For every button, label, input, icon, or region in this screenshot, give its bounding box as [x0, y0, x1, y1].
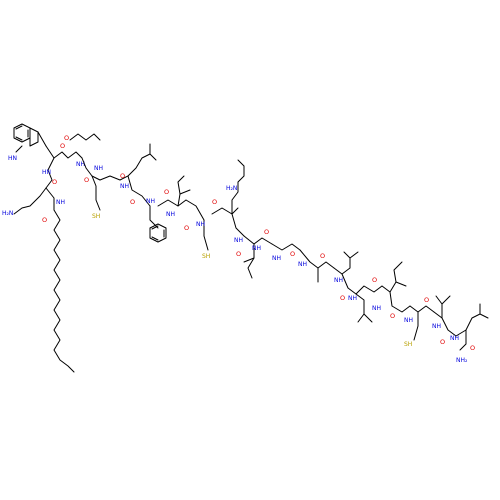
amide-nh-label: NH [166, 211, 175, 218]
oxygen-label: O [52, 178, 57, 186]
amide-nh-label: NH [372, 305, 381, 312]
backbone-segment-4 [157, 175, 209, 251]
oxygen-label: O [424, 296, 429, 304]
amide-nh-label: NH [234, 237, 243, 244]
amide-hn-label: HN [42, 169, 51, 176]
lysine-amine-label: H₂N [226, 185, 237, 192]
amide-nh-label: NH [432, 323, 441, 330]
backbone-segment-7 [299, 249, 335, 283]
oxygen-label: O [130, 198, 135, 206]
oxygen-label: O [120, 172, 125, 180]
amide-nh-label: NH [196, 221, 205, 228]
oxygen-label: O [440, 338, 445, 346]
oxygen-label: O [236, 250, 241, 258]
oxygen-label: O [60, 142, 65, 150]
oxygen-label: O [340, 294, 345, 302]
amide-nh-label: NH [334, 277, 343, 284]
backbone-segment-9 [355, 285, 383, 323]
oxygen-label: O [42, 216, 47, 224]
oxygen-label: O [290, 250, 295, 258]
indole-nh-label: HN [8, 155, 17, 162]
lysine-amine-label: H₂N [2, 210, 13, 217]
backbone-segment-6 [271, 243, 301, 251]
backbone-segment-10 [381, 261, 411, 313]
oxygen-label: O [212, 198, 217, 206]
lysine-side-chain [211, 159, 245, 237]
fatty-acid-chain [53, 209, 75, 373]
oxygen-label: O [84, 176, 89, 184]
oxygen-label: O [164, 188, 169, 196]
terminal-amide-label: NH₂ [456, 357, 468, 364]
oxygen-label: O [320, 252, 325, 260]
backbone-segment-1 [13, 145, 83, 215]
oxygen-label: O [372, 276, 377, 284]
phenylalanine-ring [149, 205, 167, 243]
backbone-segment-8 [333, 251, 359, 295]
amide-nh-label: NH [120, 183, 129, 190]
amide-nh-label: NH [146, 198, 155, 205]
tryptophan-indole-ring [13, 123, 47, 147]
oxygen-label: O [184, 224, 189, 232]
amide-nh-label: NH [252, 245, 261, 252]
backbone-segment-3 [127, 143, 157, 207]
oxygen-label: O [264, 228, 269, 236]
backbone-segment-11 [409, 305, 435, 341]
backbone-segment-13 [455, 303, 489, 351]
amide-nh-label: NH [94, 165, 103, 172]
amide-nh-label: NH [56, 199, 65, 206]
amide-nh-label: NH [348, 295, 357, 302]
thiol-sh-label: SH [92, 213, 100, 220]
thiol-sh-label: SH [404, 341, 412, 348]
amide-nh-label: NH [450, 335, 459, 342]
amide-nh-label: NH [76, 161, 85, 168]
amide-nh-label: NH [272, 255, 281, 262]
amide-nh-label: NH [404, 317, 413, 324]
backbone-segment-5 [243, 235, 273, 279]
backbone-segment-2 [69, 133, 129, 211]
thiol-sh-label: SH [202, 253, 210, 260]
oxygen-label: O [390, 312, 395, 320]
amide-nh-label: NH [298, 261, 307, 268]
oxygen-label: O [470, 344, 475, 352]
oxygen-label: O [64, 134, 69, 142]
backbone-segment-12 [433, 295, 457, 337]
